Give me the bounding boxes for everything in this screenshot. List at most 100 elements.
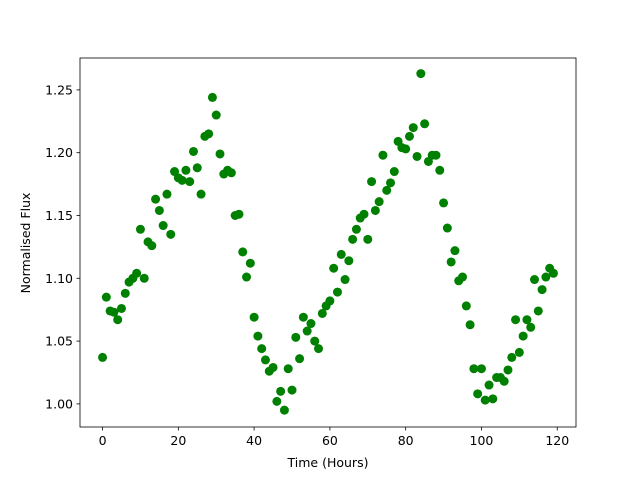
- point: [511, 315, 521, 325]
- point: [507, 352, 517, 362]
- point: [310, 336, 320, 346]
- point: [469, 364, 479, 374]
- point: [139, 273, 149, 283]
- point: [435, 165, 445, 175]
- point: [113, 315, 123, 325]
- point: [476, 364, 486, 374]
- point: [151, 194, 161, 204]
- point: [416, 69, 426, 79]
- point: [401, 144, 411, 154]
- point: [298, 312, 308, 322]
- x-tick-label: 20: [170, 433, 186, 448]
- point: [116, 303, 126, 313]
- point: [461, 301, 471, 311]
- point: [242, 272, 252, 282]
- point: [404, 131, 414, 141]
- point: [302, 326, 312, 336]
- point: [450, 246, 460, 256]
- point: [442, 223, 452, 233]
- point: [367, 177, 377, 187]
- point: [207, 92, 217, 102]
- point: [181, 165, 191, 175]
- point: [484, 380, 494, 390]
- point: [98, 352, 108, 362]
- point: [196, 189, 206, 199]
- point: [325, 296, 335, 306]
- point: [211, 110, 221, 120]
- point: [253, 331, 263, 341]
- plot-frame: [79, 57, 577, 428]
- point: [359, 209, 369, 219]
- point: [132, 268, 142, 278]
- y-tick-label: 1.05: [45, 334, 73, 349]
- point: [154, 205, 164, 215]
- point: [514, 347, 524, 357]
- point: [530, 275, 540, 285]
- point: [135, 224, 145, 234]
- x-tick-label: 40: [246, 433, 262, 448]
- point: [192, 163, 202, 173]
- point: [120, 288, 130, 298]
- point: [374, 197, 384, 207]
- point: [291, 332, 301, 342]
- x-tick-label: 100: [470, 433, 494, 448]
- point: [431, 150, 441, 160]
- y-tick-label: 1.15: [45, 208, 73, 223]
- point: [283, 364, 293, 374]
- point: [260, 355, 270, 365]
- point: [518, 331, 528, 341]
- y-tick-label: 1.20: [45, 145, 73, 160]
- point: [249, 312, 259, 322]
- point: [332, 287, 342, 297]
- point: [522, 315, 532, 325]
- point: [268, 362, 278, 372]
- point: [336, 249, 346, 259]
- point: [348, 234, 358, 244]
- point: [488, 394, 498, 404]
- point: [351, 224, 361, 234]
- point: [287, 385, 297, 395]
- point: [314, 344, 324, 354]
- point: [344, 256, 354, 266]
- point: [499, 376, 509, 386]
- point: [257, 344, 267, 354]
- point: [238, 247, 248, 257]
- x-tick-label: 80: [398, 433, 414, 448]
- y-tick-label: 1.00: [45, 396, 73, 411]
- point: [279, 405, 289, 415]
- point: [295, 354, 305, 364]
- x-tick-label: 120: [545, 433, 569, 448]
- point: [548, 268, 558, 278]
- point: [533, 306, 543, 316]
- point: [340, 275, 350, 285]
- point: [408, 123, 418, 133]
- point: [215, 149, 225, 159]
- point: [147, 241, 157, 251]
- y-tick-label: 1.10: [45, 271, 73, 286]
- y-axis-label: Normalised Flux: [18, 193, 33, 294]
- point: [458, 272, 468, 282]
- x-axis-label: Time (Hours): [287, 455, 369, 470]
- point: [446, 257, 456, 267]
- point: [541, 272, 551, 282]
- point: [177, 175, 187, 185]
- point: [204, 129, 214, 139]
- point: [162, 189, 172, 199]
- point: [386, 178, 396, 188]
- point: [378, 150, 388, 160]
- point: [317, 308, 327, 318]
- x-tick-label: 0: [99, 433, 107, 448]
- point: [526, 322, 536, 332]
- point: [389, 167, 399, 177]
- point: [420, 119, 430, 129]
- x-tick-label: 60: [322, 433, 338, 448]
- point: [306, 319, 316, 329]
- point: [166, 229, 176, 239]
- point: [109, 307, 119, 317]
- point: [465, 320, 475, 330]
- y-tick-label: 1.25: [45, 82, 73, 97]
- point: [329, 263, 339, 273]
- point: [473, 389, 483, 399]
